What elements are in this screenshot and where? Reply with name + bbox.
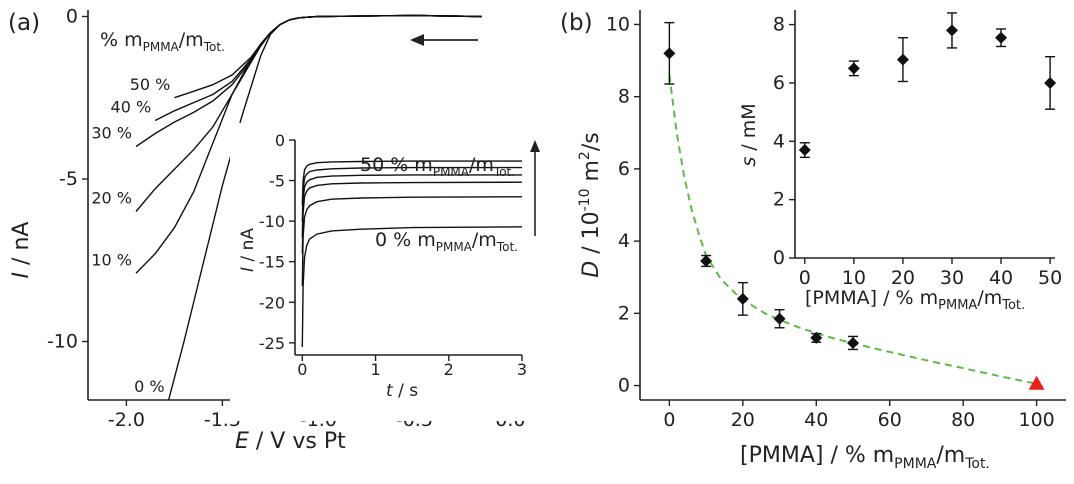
inset-data-point [847,62,860,75]
panel-b-fit [668,74,1037,385]
panel-b-x-tick-label: 80 [951,409,975,431]
inset-b-x-label: [PMMA] / % mPMMA/mTot. [805,287,1025,313]
panel-a-label: (a) [8,10,40,36]
panel-b-y-tick-label: 6 [618,158,630,180]
panel-b-y-tick-label: 10 [606,13,630,35]
inset-b-x-tick-label: 0 [799,267,811,289]
panel-b-x-tick-label: 100 [1018,409,1054,431]
data-point [773,312,786,325]
data-point [810,331,823,344]
inset-a-x-label: t / s [386,381,418,401]
panel-a-y-tick-label: -5 [59,168,78,190]
panel-a-inset: 0 1 2 3 0 -5 -10 -15 -20 -25 t / s I / nA 50 % m… [230,123,540,421]
series-label-20-percent: 20 % [91,189,132,208]
inset-curve-30-percent [301,174,522,238]
inset-b-y-tick-label: 4 [773,130,785,152]
inset-b-points [798,12,1057,159]
data-point [663,47,676,60]
inset-curve-40-percent [301,166,522,222]
inset-data-point [995,31,1008,44]
inset-b-x-tick-label: 20 [891,267,915,289]
inset-curve-20-percent [301,181,523,254]
inset-a-y-ticks: 0 -5 -10 -15 -20 -25 [259,131,295,353]
panel-b-points [663,21,1045,390]
data-point [700,254,713,267]
inset-a-y-tick-label: -5 [269,172,285,191]
panel-b-y-label: D / 10-10 m2/s [577,132,604,277]
inset-curve-50-percent [301,160,522,205]
inset-a-y-label: I / nA [238,228,258,272]
inset-curve-0-percent [301,226,523,347]
inset-data-point [798,144,811,157]
inset-a-x-tick-label: 2 [444,360,454,379]
inset-a-y-tick-label: 0 [275,131,285,150]
inset-a-x-tick-label: 0 [297,360,307,379]
inset-b-y-label: s / mM [738,103,760,166]
panel-a-y-label: I / nA [9,222,34,279]
panel-b-x-tick-label: 0 [663,409,675,431]
panel-a-x-label: E / V vs Pt [235,429,346,454]
inset-a-x-ticks: 0 1 2 3 [297,355,527,379]
inset-b-x-tick-label: 50 [1038,267,1062,289]
fit-line [668,74,1037,385]
scan-direction-arrow [410,34,478,46]
panel-b-x-label: [PMMA] / % mPMMA/mTot. [740,443,990,472]
series-label-50-percent: 50 % [130,75,171,94]
panel-b-y-tick-label: 4 [618,230,630,252]
panel-a-y-tick-label: -10 [47,331,78,353]
panel-b-y-tick-label: 8 [618,86,630,108]
inset-curve-10-percent [301,196,523,287]
panel-a: (a) -2.0-1.5-1.0-0.50.0 0-5-10 0 %10 %20… [8,6,540,454]
inset-b-x-tick-label: 30 [940,267,964,289]
inset-a-bottom-label: 0 % mPMMA/mTot. [375,229,518,254]
inset-b-y-ticks: 0 2 4 6 8 [773,14,795,269]
inset-b-y-tick-label: 2 [773,189,785,211]
inset-b-x-tick-label: 10 [842,267,866,289]
inset-a-x-tick-label: 3 [517,360,527,379]
inset-a-top-label: 50 % mPMMA/mTot. [360,154,515,179]
series-label-10-percent: 10 % [91,250,132,269]
panel-a-series-labels: 0 % 10 % 20 % 30 % 40 % 50 % [91,75,170,396]
panel-a-y-ticks: 0 -5 -10 [47,6,88,353]
inset-b-x-tick-label: 40 [989,267,1013,289]
inset-a-y-tick-label: -15 [259,253,285,272]
panel-b-y-ticks: 0 2 4 6 8 10 [606,13,640,397]
inset-data-point [1044,76,1057,89]
panel-b-x-tick-label: 40 [804,409,828,431]
extra-point-triangle [1028,375,1045,390]
inset-b-y-tick-label: 8 [773,14,785,36]
panel-a-x-tick-label: -2.0 [108,409,145,431]
panel-b-y-tick-label: 0 [618,375,630,397]
series-label-30-percent: 30 % [91,124,132,143]
inset-b-y-tick-label: 6 [773,72,785,94]
panel-a-y-tick-label: 0 [66,6,78,28]
inset-data-point [945,24,958,37]
series-label-0-percent: 0 % [134,377,164,396]
inset-data-point [896,53,909,66]
inset-b-x-ticks: 0 10 20 30 40 50 [799,258,1062,289]
panel-a-curves [135,14,482,401]
panel-a-legend-title: % mPMMA/mTot. [100,29,225,54]
panel-b-x-tick-label: 60 [878,409,902,431]
inset-a-curves [301,160,523,347]
panel-b-label: (b) [560,10,593,36]
curve-50-percent [174,14,482,99]
inset-a-y-tick-label: -25 [259,334,285,353]
panel-b-x-ticks: 0 20 40 60 80 100 [663,400,1055,431]
data-point [736,292,749,305]
inset-b-y-tick-label: 0 [773,247,785,269]
panel-b-inset: 0 10 20 30 40 50 0 2 4 6 8 [PMMA] / % mPMMA/mTot.… [738,10,1062,313]
panel-a-inset-background [230,123,534,421]
panel-b-x-tick-label: 20 [731,409,755,431]
inset-a-trend-arrow [530,140,540,236]
inset-a-y-tick-label: -20 [259,293,285,312]
inset-a-y-tick-label: -10 [259,212,285,231]
panel-b-y-tick-label: 2 [618,302,630,324]
data-point [847,336,859,349]
series-label-40-percent: 40 % [111,98,152,117]
curve-40-percent [154,14,482,122]
inset-a-x-tick-label: 1 [370,360,380,379]
